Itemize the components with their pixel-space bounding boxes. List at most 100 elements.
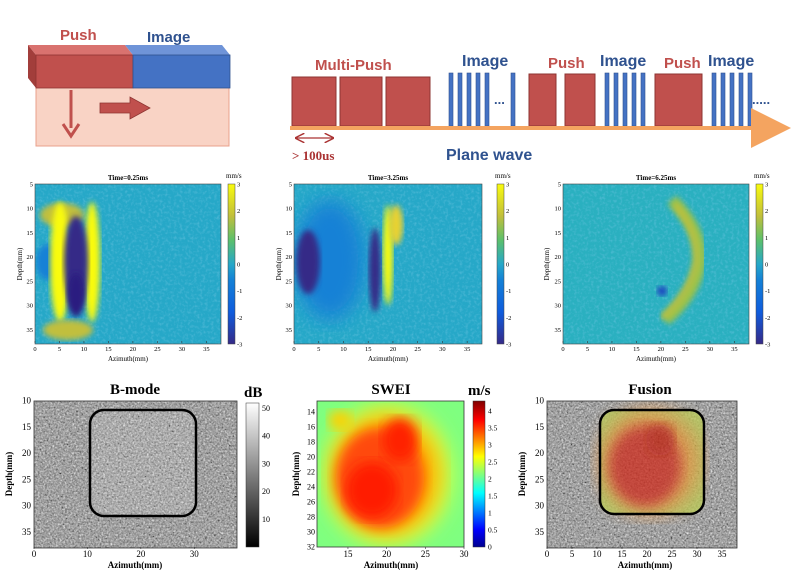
- velocity-map-1-xtick: 5: [58, 346, 61, 353]
- multi-push-pulse-2: [339, 76, 383, 127]
- velocity-map-1-xtick: 0: [33, 346, 36, 353]
- velocity-map-1-cb-tick: 0: [237, 262, 240, 269]
- velocity-map-2-ylabel: Depth(mm): [275, 247, 283, 280]
- velocity-map-1-cb-tick: 2: [237, 208, 240, 215]
- bmode-unit: dB: [244, 385, 262, 401]
- velocity-map-3-xtick: 20: [658, 346, 665, 353]
- swei-xlabel: Azimuth(mm): [364, 560, 419, 570]
- fusion-xtick: 0: [545, 549, 550, 559]
- bmode-cb-tick: 50: [262, 404, 270, 413]
- velocity-map-3-xtick: 10: [609, 346, 616, 353]
- image-block: [132, 54, 231, 89]
- velocity-map-3-xtick: 0: [561, 346, 564, 353]
- velocity-map-2-xtick: 5: [317, 346, 320, 353]
- swei-cb-tick: 0.5: [488, 526, 498, 535]
- velocity-map-2-cb-tick: -1: [506, 288, 511, 295]
- velocity-map-3-xlabel: Azimuth(mm): [636, 355, 677, 363]
- velocity-map-3-xtick: 15: [633, 346, 640, 353]
- push-label-1: Push: [548, 55, 585, 72]
- swei-ytick: 32: [307, 543, 315, 552]
- swei-xtick: 30: [460, 549, 470, 559]
- swei-panel: SWEI m/s 4 3.5 3 2.5 2 1.5 1 0.5 0 15 20 25 30 14 16…: [291, 382, 498, 570]
- swei-cb-tick: 4: [488, 407, 492, 416]
- imgPulses2-bar-4: [631, 72, 637, 127]
- push-pulse-4: [528, 73, 557, 127]
- velocity-map-2-xtick: 0: [292, 346, 295, 353]
- velocity-map-3-cb-tick: 2: [765, 208, 768, 215]
- velocity-map-2-xtick: 15: [365, 346, 372, 353]
- velocity-map-2-cb-tick: 2: [506, 208, 509, 215]
- fusion-ytick: 35: [535, 527, 545, 537]
- velocity-map-3-ytick: 10: [555, 206, 562, 213]
- imgPulses3-bar-4: [738, 72, 744, 127]
- velocity-map-1-ytick: 30: [27, 303, 34, 310]
- velocity-map-2-cb-tick: 3: [506, 182, 509, 189]
- velocity-map-3-ytick: 30: [555, 303, 562, 310]
- multi-push-pulse-3: [385, 76, 431, 127]
- velocity-map-3-ylabel: Depth(mm): [543, 247, 551, 280]
- swei-ytick: 24: [307, 483, 315, 492]
- velocity-map-2-title: Time=3.25ms: [368, 174, 408, 182]
- bmode-panel: B-mode dB 50 40 30 20 10 0 10 20 30 10 15 20 25 30 3…: [4, 382, 270, 570]
- velocity-map-1-ytick: 25: [27, 278, 34, 285]
- velocity-map-3-title: Time=6.25ms: [636, 174, 676, 182]
- velocity-map-1-image: [35, 184, 221, 344]
- image-label-2: Image: [600, 53, 646, 70]
- fusion-roi-box: [598, 408, 706, 516]
- velocity-map-3-cb-tick: -3: [765, 342, 770, 349]
- bmode-ytick: 20: [22, 448, 32, 458]
- push-block: [35, 54, 134, 89]
- velocity-map-1-ytick: 20: [27, 254, 34, 261]
- swei-ylabel: Depth(mm): [291, 452, 301, 497]
- swei-ytick: 16: [307, 423, 315, 432]
- plane-wave-label: Plane wave: [446, 147, 532, 164]
- bmode-ytick: 35: [22, 527, 32, 537]
- fusion-xtick: 30: [693, 549, 703, 559]
- velocity-map-1-cb-tick: 3: [237, 182, 240, 189]
- velocity-map-3-image: [563, 184, 749, 344]
- velocity-map-2-ytick: 20: [286, 254, 293, 261]
- swei-xtick: 15: [343, 549, 353, 559]
- swei-cb-tick: 0: [488, 543, 492, 552]
- velocity-map-2-xtick: 25: [414, 346, 421, 353]
- swei-ytick: 20: [307, 453, 315, 462]
- velocity-map-1-xlabel: Azimuth(mm): [108, 355, 149, 363]
- multi-push-label: Multi-Push: [315, 57, 392, 74]
- bmode-ylabel: Depth(mm): [4, 452, 14, 497]
- fusion-xtick: 20: [643, 549, 653, 559]
- imgPulses3-bar-2: [720, 72, 726, 127]
- velocity-map-3-cb-tick: -2: [765, 315, 770, 322]
- push-label-2: Push: [664, 55, 701, 72]
- velocity-map-2-unit: mm/s: [495, 172, 511, 180]
- imgPulses3-bar-1: [711, 72, 717, 127]
- bmode-cb-tick: 10: [262, 515, 270, 524]
- imgPulses1-bar-2: [457, 72, 463, 127]
- velocity-map-3-ytick: 20: [555, 254, 562, 261]
- fusion-xtick: 15: [618, 549, 628, 559]
- velocity-map-2-ytick: 30: [286, 303, 293, 310]
- bmode-colorbar: [245, 402, 260, 548]
- image-pulses-2: [604, 72, 646, 127]
- swei-colorbar: [472, 400, 486, 548]
- velocity-map-1-ytick: 35: [27, 327, 34, 334]
- duration-label: > 100us: [292, 148, 334, 163]
- swei-cb-tick: 2: [488, 475, 492, 484]
- fusion-xtick: 5: [570, 549, 575, 559]
- swei-cb-tick: 1.5: [488, 492, 498, 501]
- imgPulses2-bar-2: [613, 72, 619, 127]
- bmode-ytick: 10: [22, 396, 32, 406]
- imgPulses1-bar-1: [448, 72, 454, 127]
- fusion-ytick: 10: [535, 396, 545, 406]
- push-block-side: [28, 45, 36, 88]
- fusion-image: [547, 401, 737, 548]
- velocity-map-2-cb-tick: -3: [506, 342, 511, 349]
- bmode-cb-tick: 40: [262, 432, 270, 441]
- image-pulse-solo: [510, 72, 516, 127]
- velocity-map-2-cb-tick: 1: [506, 235, 509, 242]
- velocity-map-2-ytick: 25: [286, 278, 293, 285]
- velocity-map-3-cb-tick: 0: [765, 262, 768, 269]
- velocity-map-3-cb-tick: -1: [765, 288, 770, 295]
- swei-image: [317, 401, 464, 547]
- bmode-roi-box: [88, 408, 198, 518]
